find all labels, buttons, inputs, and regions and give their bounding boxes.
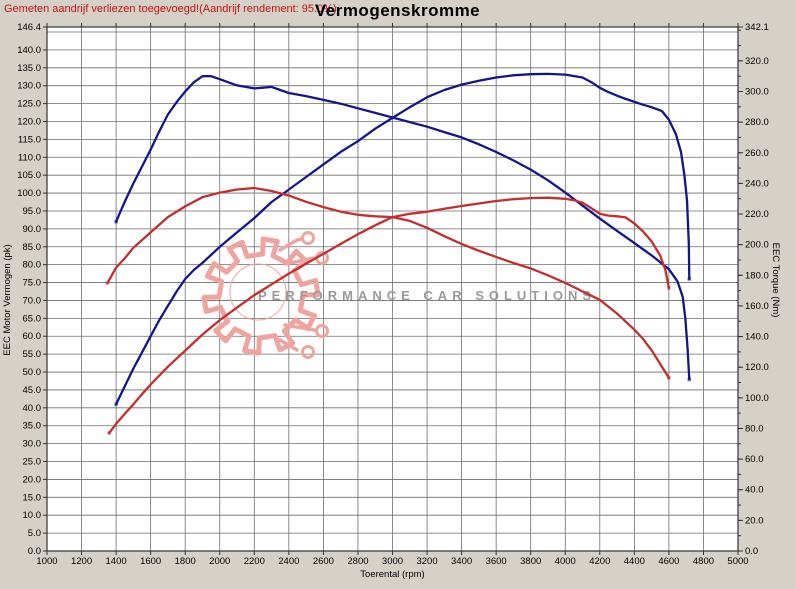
svg-text:95.0: 95.0 bbox=[23, 206, 42, 217]
svg-text:60.0: 60.0 bbox=[745, 454, 764, 465]
circuit-pad bbox=[301, 345, 315, 359]
svg-text:120.0: 120.0 bbox=[745, 362, 769, 373]
svg-text:45.0: 45.0 bbox=[23, 385, 42, 396]
svg-text:4200: 4200 bbox=[589, 556, 610, 567]
circuit-trace bbox=[278, 338, 299, 352]
svg-text:1200: 1200 bbox=[71, 556, 92, 567]
axis-layer: 146.4 140.0 135.0 130.0 125.0 120.0 115.0 110.0… bbox=[2, 22, 781, 580]
svg-text:35.0: 35.0 bbox=[23, 421, 42, 432]
svg-text:125.0: 125.0 bbox=[17, 99, 41, 110]
svg-text:55.0: 55.0 bbox=[23, 349, 42, 360]
svg-text:70.0: 70.0 bbox=[23, 295, 42, 306]
svg-text:2800: 2800 bbox=[347, 556, 368, 567]
svg-text:200.0: 200.0 bbox=[745, 240, 769, 251]
svg-text:4400: 4400 bbox=[624, 556, 645, 567]
svg-text:260.0: 260.0 bbox=[745, 148, 769, 159]
svg-text:105.0: 105.0 bbox=[17, 170, 41, 181]
circuit-trace bbox=[283, 323, 316, 332]
svg-text:90.0: 90.0 bbox=[23, 224, 42, 235]
right-axis-title: EEC Torque (Nm) bbox=[770, 243, 781, 318]
circuit-trace bbox=[278, 237, 304, 252]
svg-text:115.0: 115.0 bbox=[18, 134, 41, 145]
svg-text:4800: 4800 bbox=[693, 556, 714, 567]
svg-text:130.0: 130.0 bbox=[17, 81, 41, 92]
svg-text:120.0: 120.0 bbox=[17, 116, 41, 127]
svg-text:3400: 3400 bbox=[451, 556, 472, 567]
svg-text:75.0: 75.0 bbox=[23, 278, 42, 289]
curves-layer bbox=[105, 72, 692, 435]
svg-text:135.0: 135.0 bbox=[17, 63, 41, 74]
svg-text:180.0: 180.0 bbox=[745, 270, 769, 281]
svg-text:50.0: 50.0 bbox=[23, 367, 42, 378]
svg-text:60.0: 60.0 bbox=[23, 331, 42, 342]
svg-text:140.0: 140.0 bbox=[17, 45, 41, 56]
watermark-text: PERFORMANCE CAR SOLUTIONS bbox=[258, 288, 596, 303]
svg-text:110.0: 110.0 bbox=[18, 152, 41, 163]
svg-text:280.0: 280.0 bbox=[745, 117, 769, 128]
svg-text:4000: 4000 bbox=[555, 556, 576, 567]
svg-text:160.0: 160.0 bbox=[745, 301, 769, 312]
svg-text:20.0: 20.0 bbox=[745, 515, 764, 526]
gear-icon bbox=[201, 236, 321, 356]
svg-text:30.0: 30.0 bbox=[23, 439, 42, 450]
page-title: Vermogenskromme bbox=[314, 1, 481, 20]
svg-text:1600: 1600 bbox=[140, 556, 161, 567]
svg-text:342.1: 342.1 bbox=[745, 22, 769, 33]
svg-text:65.0: 65.0 bbox=[23, 313, 42, 324]
svg-text:80.0: 80.0 bbox=[23, 260, 42, 271]
svg-text:220.0: 220.0 bbox=[745, 209, 769, 220]
svg-text:1400: 1400 bbox=[106, 556, 127, 567]
curve-torque-red bbox=[106, 186, 671, 380]
svg-text:2600: 2600 bbox=[313, 556, 334, 567]
left-axis-title: EEC Motor Vermogen (pk) bbox=[2, 244, 13, 355]
svg-text:100.0: 100.0 bbox=[745, 393, 769, 404]
svg-text:40.0: 40.0 bbox=[23, 403, 42, 414]
svg-text:40.0: 40.0 bbox=[745, 485, 764, 496]
svg-text:85.0: 85.0 bbox=[23, 242, 42, 253]
svg-text:3200: 3200 bbox=[416, 556, 437, 567]
svg-text:0.0: 0.0 bbox=[745, 546, 758, 557]
measurement-note: Gemeten aandrijf verliezen toegevoegd!(A… bbox=[4, 3, 337, 15]
svg-text:2000: 2000 bbox=[209, 556, 230, 567]
svg-text:15.0: 15.0 bbox=[23, 492, 42, 503]
svg-text:2200: 2200 bbox=[244, 556, 265, 567]
svg-text:2400: 2400 bbox=[278, 556, 299, 567]
svg-text:5000: 5000 bbox=[727, 556, 748, 567]
circuit-pad bbox=[301, 231, 315, 245]
svg-text:1800: 1800 bbox=[175, 556, 196, 567]
svg-text:100.0: 100.0 bbox=[17, 188, 41, 199]
svg-text:0.0: 0.0 bbox=[28, 546, 41, 557]
svg-text:1000: 1000 bbox=[36, 556, 57, 567]
svg-text:240.0: 240.0 bbox=[745, 178, 769, 189]
curve-power-blue bbox=[114, 72, 691, 406]
svg-text:300.0: 300.0 bbox=[745, 86, 769, 97]
svg-text:140.0: 140.0 bbox=[745, 332, 769, 343]
svg-text:320.0: 320.0 bbox=[745, 56, 769, 67]
circuit-pad bbox=[315, 324, 329, 338]
circuit-trace bbox=[283, 256, 316, 266]
curve-torque-blue bbox=[114, 75, 691, 381]
svg-text:25.0: 25.0 bbox=[23, 457, 42, 468]
svg-text:3600: 3600 bbox=[486, 556, 507, 567]
svg-text:146.4: 146.4 bbox=[17, 22, 41, 33]
svg-text:5.0: 5.0 bbox=[28, 528, 41, 539]
curve-power-red bbox=[108, 196, 671, 435]
svg-text:3000: 3000 bbox=[382, 556, 403, 567]
x-axis-title: Toerental (rpm) bbox=[360, 569, 424, 580]
svg-text:10.0: 10.0 bbox=[23, 510, 42, 521]
svg-text:3800: 3800 bbox=[520, 556, 541, 567]
grid-layer bbox=[47, 27, 738, 551]
svg-text:20.0: 20.0 bbox=[23, 474, 42, 485]
svg-text:4600: 4600 bbox=[658, 556, 679, 567]
svg-text:80.0: 80.0 bbox=[745, 423, 764, 434]
